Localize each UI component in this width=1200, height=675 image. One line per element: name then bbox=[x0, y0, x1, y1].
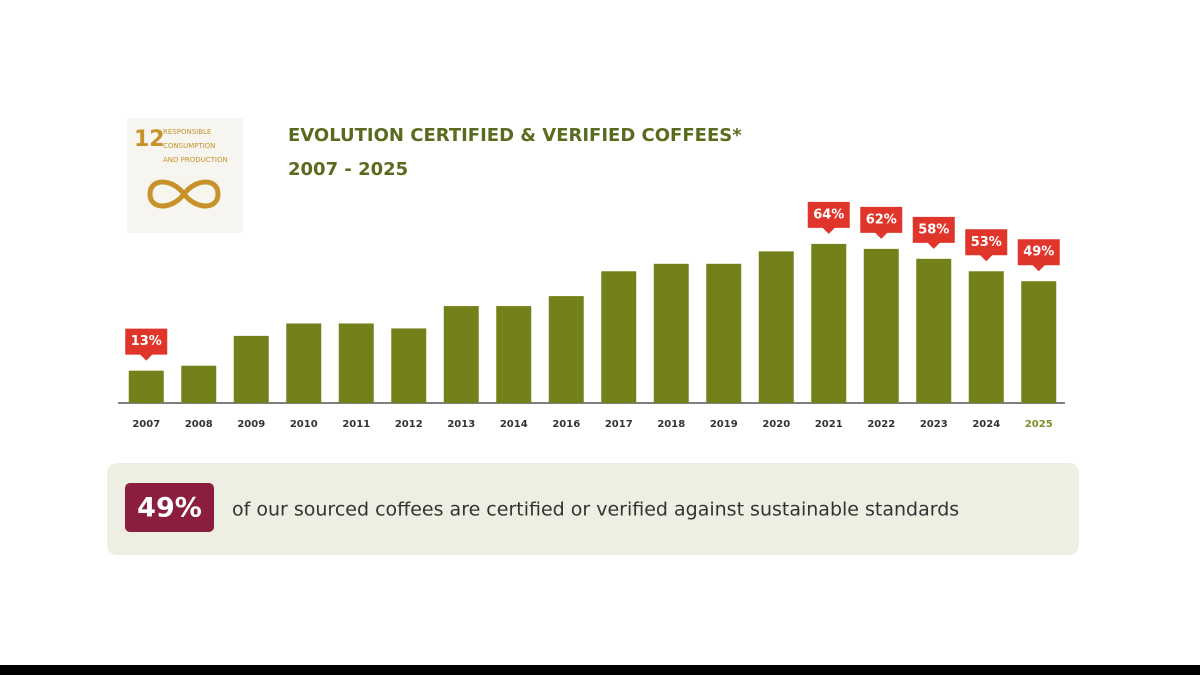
x-tick-label: 2010 bbox=[290, 419, 318, 430]
value-label: 64% bbox=[813, 207, 844, 222]
bar bbox=[548, 296, 584, 403]
summary-figure: 49% bbox=[137, 493, 202, 524]
chart-title: EVOLUTION CERTIFIED & VERIFIED COFFEES* bbox=[288, 125, 742, 146]
x-tick-label: 2007 bbox=[132, 419, 160, 430]
logo-line: AND PRODUCTION bbox=[163, 156, 228, 164]
value-label: 53% bbox=[971, 235, 1002, 250]
value-label-box bbox=[807, 201, 850, 234]
summary-box bbox=[107, 463, 1079, 555]
logo-box bbox=[127, 118, 243, 233]
logo-line: RESPONSIBLE bbox=[163, 128, 211, 136]
x-tick-label: 2018 bbox=[657, 419, 685, 430]
value-label-box bbox=[912, 216, 955, 249]
bar bbox=[338, 323, 374, 403]
x-tick-label: 2016 bbox=[552, 419, 580, 430]
x-tick-label: 2020 bbox=[762, 419, 790, 430]
x-tick-label: 2012 bbox=[395, 419, 423, 430]
bar bbox=[653, 263, 689, 403]
value-label-box bbox=[860, 206, 903, 239]
value-label-box bbox=[1017, 239, 1060, 272]
chart-subtitle: 2007 - 2025 bbox=[288, 159, 408, 180]
bar bbox=[916, 258, 952, 403]
value-label-box bbox=[965, 229, 1008, 262]
bar bbox=[286, 323, 322, 403]
bar bbox=[968, 271, 1004, 403]
x-tick-label: 2022 bbox=[867, 419, 895, 430]
x-tick-label: 2017 bbox=[605, 419, 633, 430]
bar bbox=[128, 370, 164, 403]
bar bbox=[811, 243, 847, 403]
value-label: 13% bbox=[131, 334, 162, 349]
bar bbox=[181, 365, 217, 403]
bar bbox=[391, 328, 427, 403]
logo-number: 12 bbox=[134, 127, 165, 152]
bar bbox=[443, 306, 479, 403]
bar bbox=[1021, 281, 1057, 403]
logo-infinity bbox=[147, 179, 221, 209]
x-tick-label: 2013 bbox=[447, 419, 475, 430]
x-tick-label: 2023 bbox=[920, 419, 948, 430]
x-tick-label: 2008 bbox=[185, 419, 213, 430]
value-label-box bbox=[125, 328, 168, 361]
bar bbox=[601, 271, 637, 403]
logo-line: CONSUMPTION bbox=[163, 142, 216, 150]
value-label: 58% bbox=[918, 222, 949, 237]
bar bbox=[706, 263, 742, 403]
x-tick-label: 2024 bbox=[972, 419, 1000, 430]
x-tick-label: 2011 bbox=[342, 419, 370, 430]
summary-text: of our sourced coffees are certified or … bbox=[232, 499, 959, 521]
x-tick-label: 2014 bbox=[500, 419, 528, 430]
x-tick-label: 2025 bbox=[1025, 419, 1053, 430]
value-label: 49% bbox=[1023, 245, 1054, 260]
bottom-bar bbox=[0, 665, 1200, 675]
bar bbox=[496, 306, 532, 403]
summary-badge bbox=[125, 483, 214, 532]
sdg-logo: 12 RESPONSIBLE CONSUMPTION AND PRODUCTIO… bbox=[127, 118, 243, 233]
x-tick-label: 2019 bbox=[710, 419, 738, 430]
plot: 2007 13% 2008 2009 2010 2011 2012 2013 2014 2016 2… bbox=[125, 201, 1060, 430]
value-label: 62% bbox=[866, 212, 897, 227]
x-tick-label: 2009 bbox=[237, 419, 265, 430]
bar bbox=[233, 335, 269, 403]
bar bbox=[758, 251, 794, 403]
x-tick-label: 2021 bbox=[815, 419, 843, 430]
bar bbox=[863, 248, 899, 403]
